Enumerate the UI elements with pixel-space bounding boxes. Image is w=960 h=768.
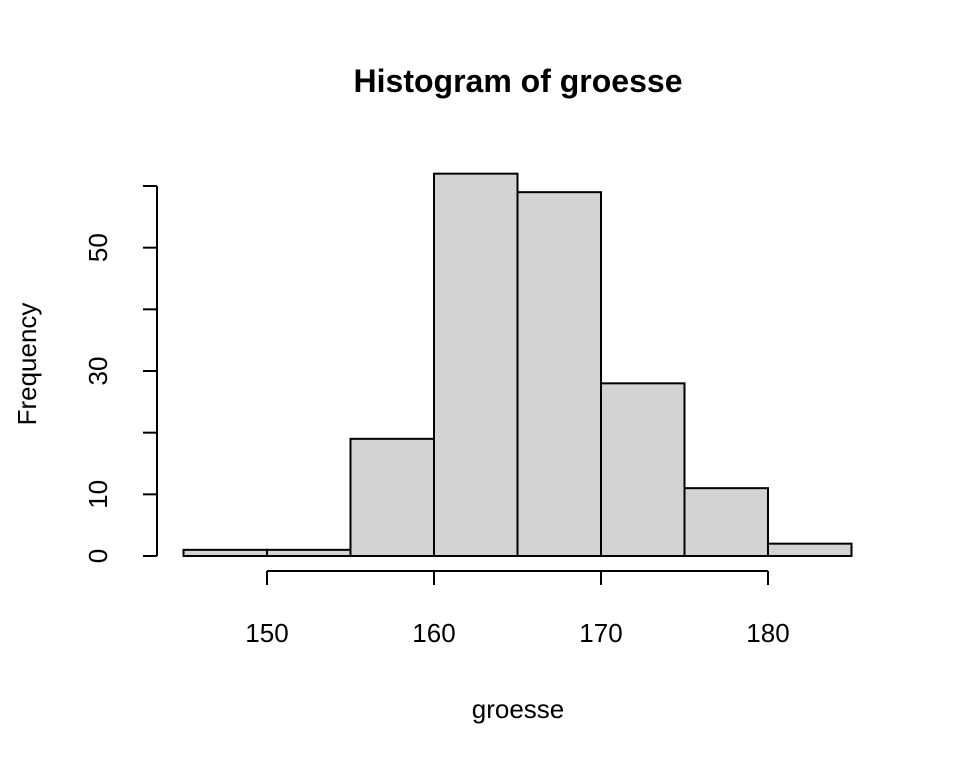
bars bbox=[182, 172, 853, 558]
y-axis-label: Frequency bbox=[12, 303, 42, 426]
histogram-bar-5 bbox=[600, 382, 686, 558]
histogram-bar-7 bbox=[767, 542, 853, 558]
histogram-bar-1 bbox=[266, 548, 352, 557]
x-axis: 150 160 170 180 bbox=[245, 570, 790, 648]
y-tick-label: 10 bbox=[83, 480, 113, 509]
histogram-bar-3 bbox=[433, 172, 519, 558]
x-tick-label: 180 bbox=[746, 618, 789, 648]
y-tick-label: 0 bbox=[83, 549, 113, 563]
histogram-bar-0 bbox=[182, 548, 268, 557]
x-axis-label: groesse bbox=[472, 694, 565, 724]
y-tick-label: 30 bbox=[83, 357, 113, 386]
y-axis: 0 10 30 50 bbox=[83, 185, 158, 563]
histogram-bar-4 bbox=[516, 191, 602, 558]
chart-title: Histogram of groesse bbox=[354, 63, 683, 99]
x-tick-label: 170 bbox=[579, 618, 622, 648]
histogram-bar-6 bbox=[683, 487, 769, 557]
x-tick-label: 160 bbox=[412, 618, 455, 648]
histogram-bar-2 bbox=[349, 437, 435, 558]
x-tick-label: 150 bbox=[245, 618, 288, 648]
y-tick-label: 50 bbox=[83, 233, 113, 262]
